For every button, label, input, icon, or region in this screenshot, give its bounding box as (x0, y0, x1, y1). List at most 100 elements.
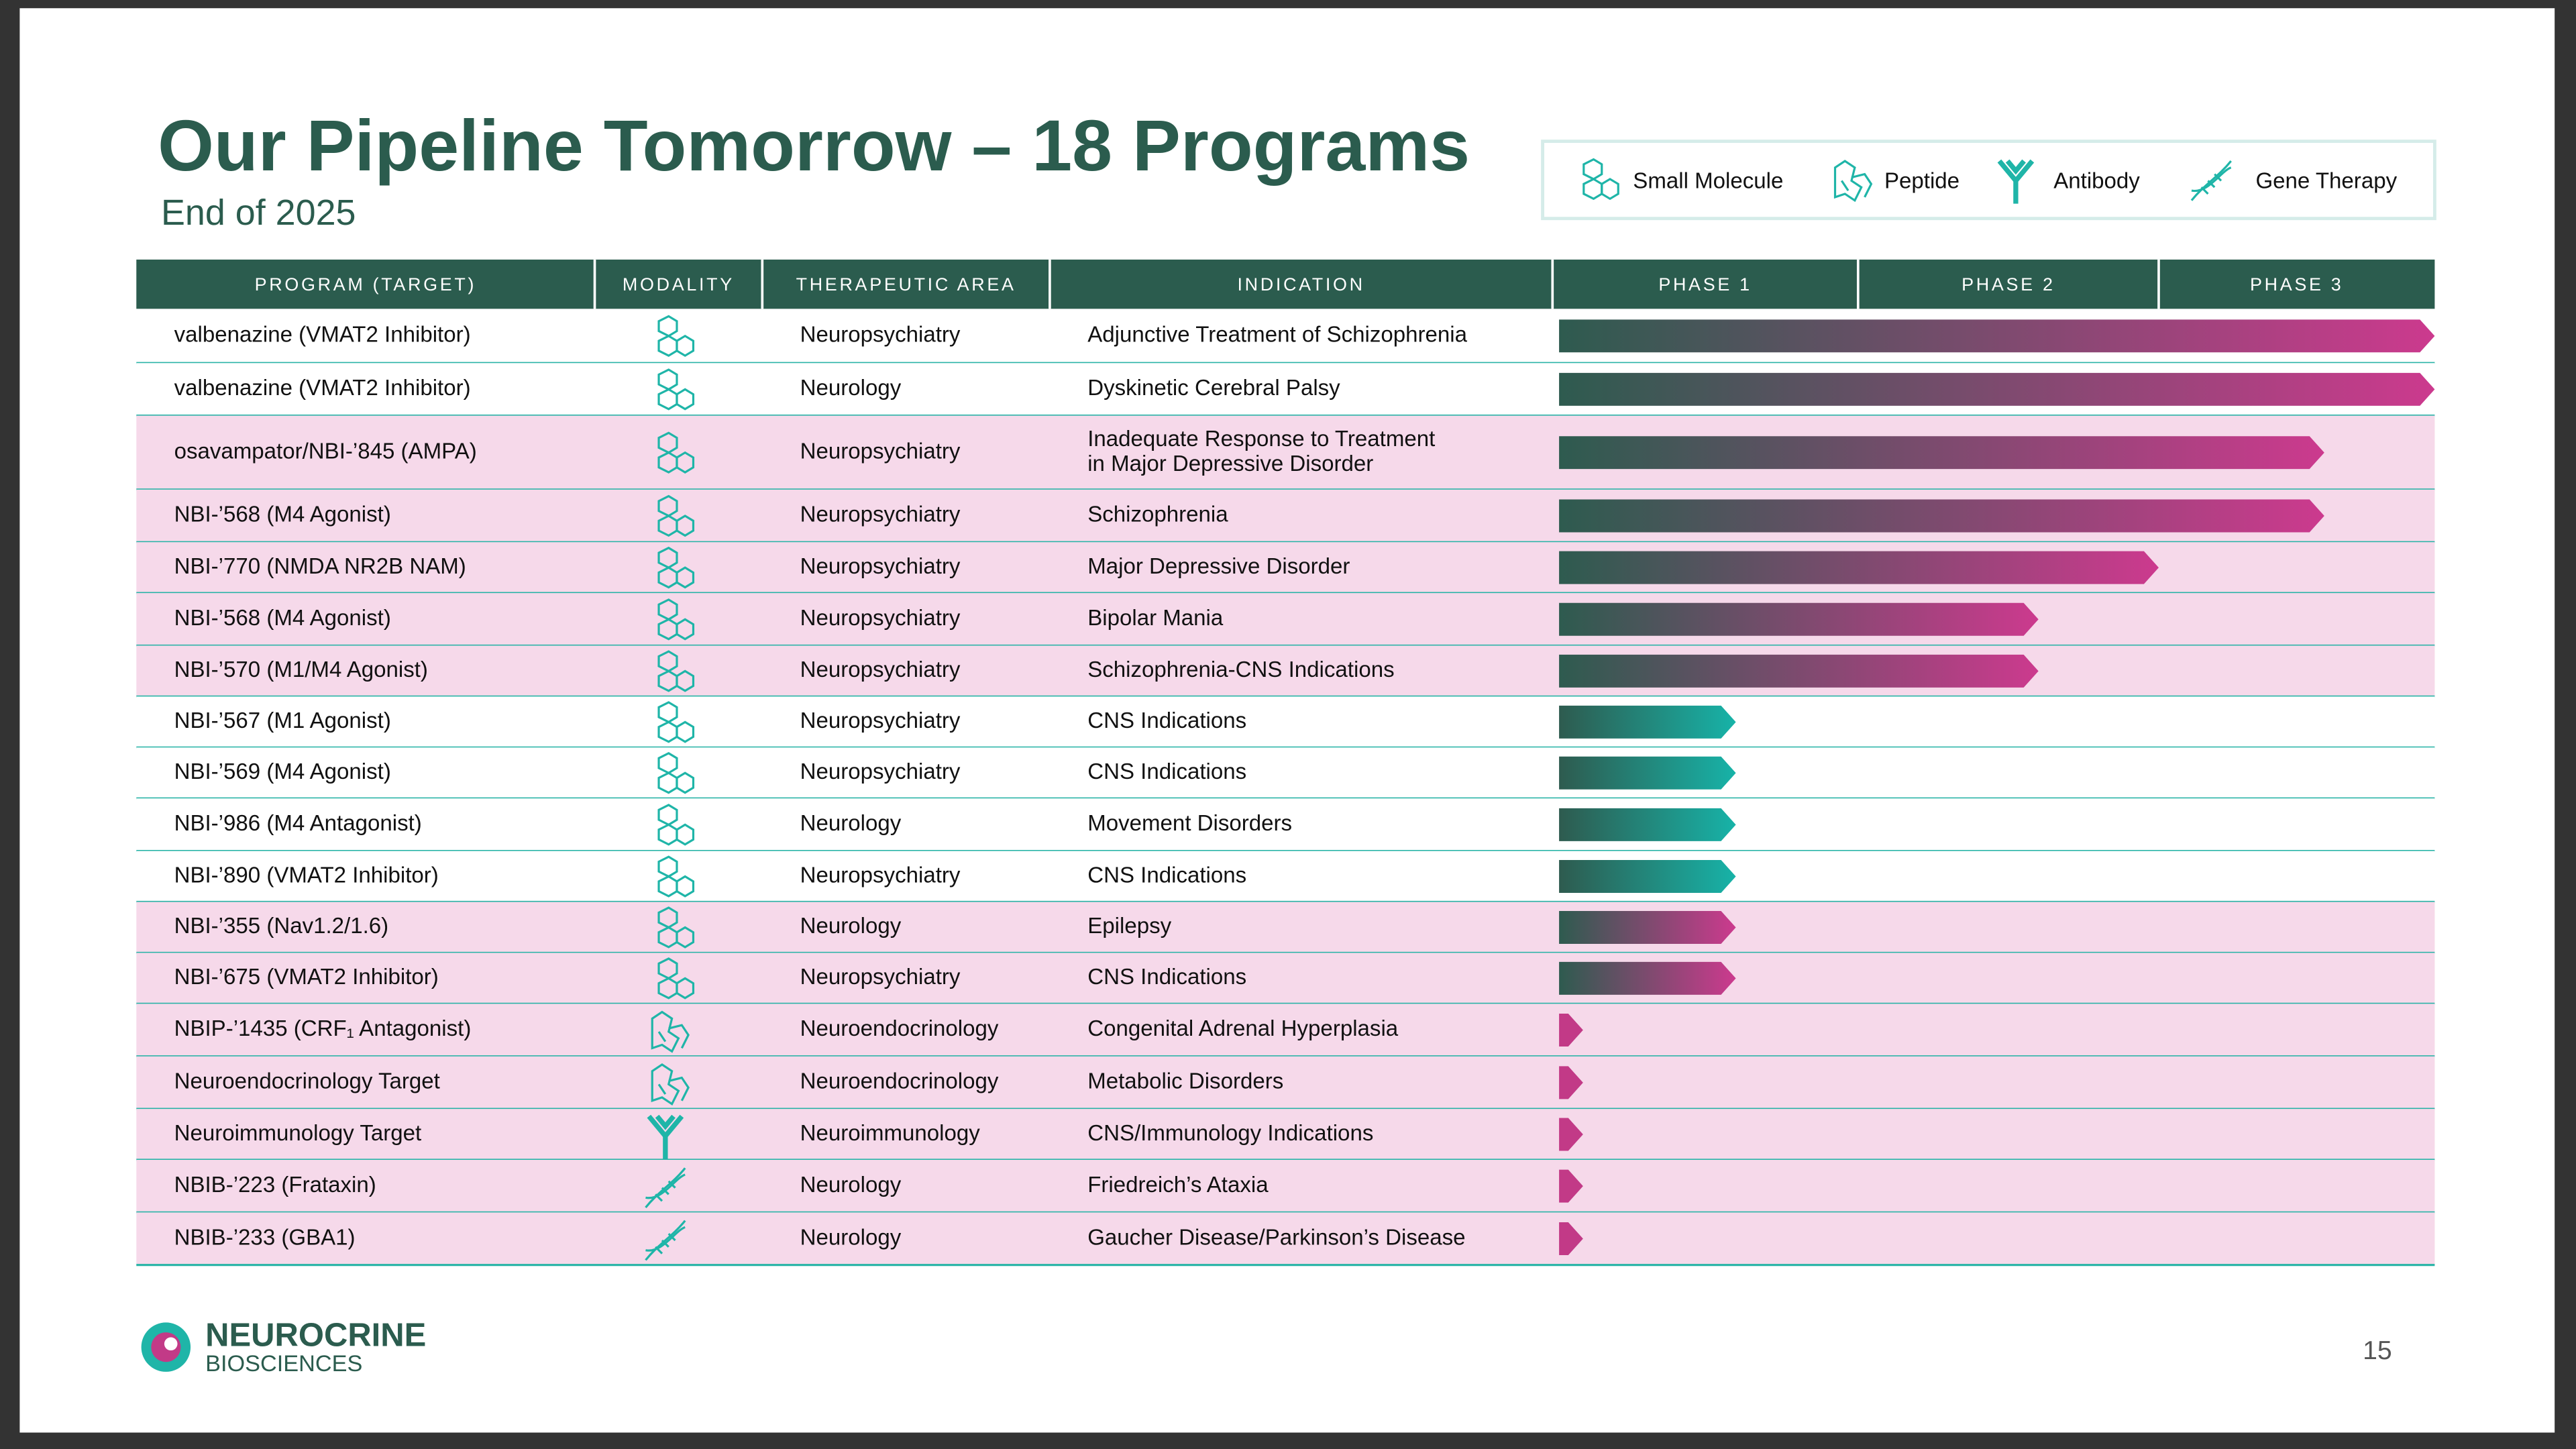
area: Neuropsychiatry (800, 657, 961, 682)
legend-label: Gene Therapy (2255, 169, 2397, 194)
area: Neuropsychiatry (800, 606, 961, 631)
row-bg (136, 851, 2435, 902)
indication: Dyskinetic Cerebral Palsy (1087, 376, 1340, 400)
indication: in Major Depressive Disorder (1087, 451, 1373, 476)
program: Neuroendocrinology Target (174, 1069, 440, 1094)
phase-bar (1559, 808, 1736, 841)
indication: Epilepsy (1087, 914, 1171, 938)
logo-name: NEUROCRINE (205, 1317, 426, 1353)
indication: Schizophrenia-CNS Indications (1087, 657, 1394, 682)
indication: CNS/Immunology Indications (1087, 1121, 1373, 1146)
indication: CNS Indications (1087, 708, 1246, 733)
column-header: THERAPEUTIC AREA (796, 274, 1016, 294)
area: Neurology (800, 811, 902, 836)
program: valbenazine (VMAT2 Inhibitor) (174, 323, 471, 347)
header-row (136, 259, 2435, 309)
column-header: PHASE 1 (1658, 274, 1752, 294)
indication: Major Depressive Disorder (1087, 554, 1350, 579)
program: NBI-’675 (VMAT2 Inhibitor) (174, 965, 439, 989)
row-bg (136, 902, 2435, 953)
program: NBI-’986 (M4 Antagonist) (174, 811, 422, 836)
area: Neuroendocrinology (800, 1016, 999, 1041)
indication: Inadequate Response to Treatment (1087, 427, 1435, 451)
legend-label: Peptide (1884, 169, 1960, 194)
row-bg (136, 798, 2435, 851)
area: Neuropsychiatry (800, 759, 961, 784)
column-header: INDICATION (1237, 274, 1364, 294)
program: NBI-’568 (M4 Agonist) (174, 606, 391, 631)
program: NBI-’568 (M4 Agonist) (174, 502, 391, 527)
program: NBI-’567 (M1 Agonist) (174, 708, 391, 733)
row-bg (136, 696, 2435, 748)
indication: Friedreich’s Ataxia (1087, 1173, 1269, 1197)
indication: Movement Disorders (1087, 811, 1292, 836)
area: Neuropsychiatry (800, 502, 961, 527)
indication: Gaucher Disease/Parkinson’s Disease (1087, 1225, 1465, 1250)
indication: CNS Indications (1087, 965, 1246, 989)
phase-bar (1559, 551, 2159, 584)
phase-bar (1559, 499, 2324, 533)
indication: CNS Indications (1087, 863, 1246, 888)
row-bg (136, 1159, 2435, 1213)
phase-bar (1559, 1169, 1583, 1203)
row-bg (136, 1212, 2435, 1265)
row-bg (136, 593, 2435, 646)
phase-bar (1559, 654, 2039, 688)
title: Our Pipeline Tomorrow – 18 Programs (158, 105, 1470, 186)
area: Neurology (800, 1173, 902, 1197)
program: osavampator/NBI-’845 (AMPA) (174, 439, 477, 464)
phase-bar (1559, 860, 1736, 894)
area: Neuropsychiatry (800, 965, 961, 989)
legend-label: Antibody (2053, 169, 2140, 194)
indication: Metabolic Disorders (1087, 1069, 1283, 1094)
row-bg (136, 747, 2435, 799)
legend-label: Small Molecule (1633, 169, 1783, 194)
logo: NEUROCRINE BIOSCIENCES (141, 1317, 426, 1377)
column-header: MODALITY (623, 274, 735, 294)
program: NBI-’890 (VMAT2 Inhibitor) (174, 863, 439, 888)
program: NBI-’355 (Nav1.2/1.6) (174, 914, 389, 938)
phase-bar (1559, 1066, 1583, 1099)
indication: CNS Indications (1087, 759, 1246, 784)
phase-bar (1559, 602, 2039, 636)
column-header: PHASE 2 (1962, 274, 2055, 294)
row-bg (136, 953, 2435, 1004)
program: NBIP-’1435 (CRF₁ Antagonist) (174, 1016, 472, 1041)
row-bg (136, 1109, 2435, 1160)
phase-bar (1559, 1014, 1583, 1046)
area: Neurology (800, 1225, 902, 1250)
phase-bar (1559, 1118, 1583, 1151)
phase-bar (1559, 319, 2435, 353)
column-header: PHASE 3 (2250, 274, 2343, 294)
program: Neuroimmunology Target (174, 1121, 422, 1146)
phase-bar (1559, 1222, 1583, 1256)
indication: Bipolar Mania (1087, 606, 1224, 631)
column-header: PROGRAM (TARGET) (255, 274, 476, 294)
area: Neurology (800, 376, 902, 400)
area: Neuropsychiatry (800, 554, 961, 579)
phase-bar (1559, 705, 1736, 739)
program: NBI-’569 (M4 Agonist) (174, 759, 391, 784)
indication: Schizophrenia (1087, 502, 1228, 527)
subtitle: End of 2025 (161, 193, 356, 233)
phase-bar (1559, 372, 2435, 406)
area: Neuroendocrinology (800, 1069, 999, 1094)
row-bg (136, 645, 2435, 697)
area: Neuropsychiatry (800, 863, 961, 888)
logo-sub: BIOSCIENCES (205, 1351, 362, 1377)
area: Neuropsychiatry (800, 708, 961, 733)
indication: Adjunctive Treatment of Schizophrenia (1087, 323, 1467, 347)
legend: Small Molecule Peptide Antibody Gene Therap… (1582, 158, 2398, 204)
phase-bar (1559, 961, 1736, 995)
page-number: 15 (2363, 1336, 2392, 1365)
program: NBIB-’223 (Frataxin) (174, 1173, 376, 1197)
phase-bar (1559, 756, 1736, 790)
program: NBIB-’233 (GBA1) (174, 1225, 356, 1250)
area: Neuropsychiatry (800, 323, 961, 347)
indication: Congenital Adrenal Hyperplasia (1087, 1016, 1399, 1041)
phase-bar (1559, 910, 1736, 944)
row-bg (136, 1056, 2435, 1110)
area: Neuroimmunology (800, 1121, 981, 1146)
program: NBI-’770 (NMDA NR2B NAM) (174, 554, 466, 579)
